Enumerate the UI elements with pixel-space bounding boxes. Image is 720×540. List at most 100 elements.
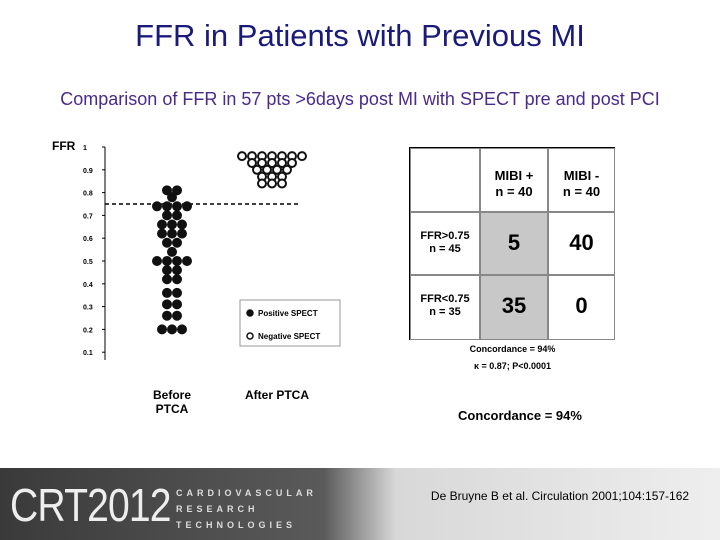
row-header: n = 35: [429, 306, 461, 318]
dot: [172, 299, 182, 310]
table-cell: [480, 275, 548, 340]
y-tick-label: 0.2: [83, 327, 93, 334]
legend: [239, 299, 341, 347]
logo-text: CARDIOVASCULAR: [176, 488, 317, 498]
dot: [257, 178, 267, 189]
y-tick-label: 0.9: [83, 168, 93, 175]
dot: [282, 164, 292, 175]
dot: [157, 228, 167, 239]
row-header: n = 45: [429, 243, 461, 255]
dot: [167, 246, 177, 257]
column-header: n = 40: [562, 184, 601, 199]
dot: [172, 310, 182, 321]
dot: [277, 157, 287, 168]
footer: [0, 468, 720, 540]
column-header: n = 40: [495, 184, 533, 199]
table-cell: [410, 212, 480, 275]
y-axis-label: FFR: [52, 139, 76, 153]
dot: [162, 265, 172, 276]
x-tick-label: Before PTCA: [152, 388, 191, 416]
column-header: MIBI -: [563, 168, 600, 183]
dot: [162, 210, 172, 221]
dot: [277, 178, 287, 189]
dot: [177, 324, 187, 335]
dot: [177, 219, 187, 230]
dot: [272, 164, 282, 175]
legend-marker: [246, 332, 254, 340]
y-tick-label: 0.5: [83, 259, 93, 266]
logo-text: RESEARCH: [176, 504, 259, 514]
dot: [167, 228, 177, 239]
dot: [172, 256, 182, 266]
table-value: 0: [575, 293, 588, 318]
dot: [162, 256, 172, 266]
dot: [162, 237, 172, 248]
logo: CRT2012: [10, 479, 172, 531]
dot: [152, 256, 162, 266]
conclusion: Concordance = 94%: [458, 408, 582, 423]
y-tick-label: 1: [83, 145, 87, 152]
y-tick-label: 0.6: [83, 236, 93, 243]
dot: [297, 151, 307, 162]
subtitle: Comparison of FFR in 57 pts >6days post …: [60, 89, 660, 109]
table-value: 5: [507, 230, 521, 255]
dot: [247, 157, 257, 168]
dot: [167, 324, 177, 335]
dot: [172, 287, 182, 298]
dot: [182, 256, 192, 266]
logo-text: TECHNOLOGIES: [176, 520, 297, 530]
dot: [262, 164, 272, 175]
table-value: 40: [569, 230, 594, 255]
dot: [172, 274, 182, 285]
dot: [172, 237, 182, 248]
y-tick-label: 0.7: [83, 213, 93, 220]
dot: [237, 151, 247, 162]
dot: [172, 265, 182, 276]
dot: [162, 299, 172, 310]
table-value: 35: [501, 293, 527, 318]
table-cell: [410, 275, 480, 340]
table-cell: [480, 212, 548, 275]
table-note: Concordance = 94%: [469, 344, 556, 354]
title: FFR in Patients with Previous MI: [135, 18, 585, 53]
table-cell: [480, 148, 548, 212]
y-tick-label: 0.3: [83, 305, 93, 312]
table-cell: [410, 148, 480, 212]
legend-label: Positive SPECT: [258, 309, 318, 318]
dot: [172, 185, 182, 196]
table-cell: [548, 148, 615, 212]
dot: [267, 178, 277, 189]
dot: [177, 228, 187, 239]
dot: [172, 201, 182, 212]
table-cell: [548, 275, 615, 340]
dot: [157, 324, 167, 335]
dot: [162, 287, 172, 298]
dot: [267, 157, 277, 168]
dot: [167, 219, 177, 230]
dot: [162, 274, 172, 285]
y-tick-label: 0.4: [83, 282, 93, 289]
dot: [162, 201, 172, 212]
y-tick-label: 0.1: [83, 350, 93, 357]
citation: De Bruyne B et al. Circulation 2001;104:…: [430, 489, 690, 503]
dot: [257, 157, 267, 168]
legend-marker: [246, 309, 254, 317]
dot: [152, 201, 162, 212]
dot: [162, 185, 172, 196]
table-cell: [548, 212, 615, 275]
row-header: FFR>0.75: [420, 230, 470, 242]
dot: [252, 164, 262, 175]
legend-label: Negative SPECT: [258, 332, 320, 341]
column-header: MIBI +: [494, 168, 534, 183]
y-tick-label: 0.8: [83, 191, 93, 198]
dot: [162, 310, 172, 321]
row-header: FFR<0.75: [420, 293, 470, 305]
dot: [157, 219, 167, 230]
dot: [287, 157, 297, 168]
table-note: κ = 0.87; P<0.0001: [473, 361, 552, 371]
x-tick-label: After PTCA: [244, 388, 309, 402]
dot: [172, 210, 182, 221]
dot: [167, 192, 177, 203]
